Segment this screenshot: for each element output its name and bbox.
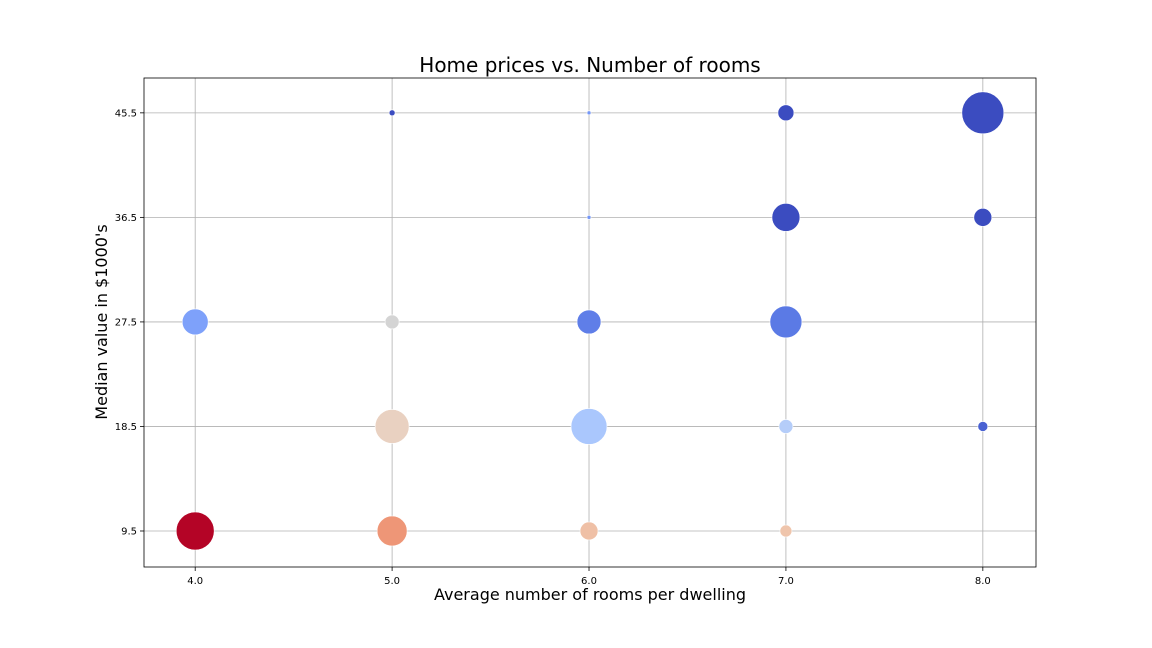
y-tick-label: 9.5 bbox=[121, 526, 137, 537]
y-axis-ticks: 9.5 18.5 27.5 36.5 45.5 bbox=[115, 108, 144, 537]
data-point bbox=[374, 409, 410, 444]
x-axis-ticks: 4.0 5.0 6.0 7.0 8.0 bbox=[187, 567, 991, 587]
x-tick-label: 7.0 bbox=[778, 576, 794, 587]
data-points bbox=[175, 91, 1005, 551]
data-point bbox=[973, 208, 993, 227]
y-tick-label: 18.5 bbox=[115, 422, 137, 433]
data-point bbox=[579, 521, 599, 541]
y-tick-label: 45.5 bbox=[115, 108, 137, 119]
x-tick-label: 5.0 bbox=[384, 576, 400, 587]
y-tick-label: 27.5 bbox=[115, 317, 137, 328]
x-tick-label: 6.0 bbox=[581, 576, 597, 587]
y-axis-label: Median value in $1000's bbox=[92, 224, 111, 419]
data-point bbox=[388, 109, 396, 117]
data-point bbox=[376, 515, 408, 547]
data-point bbox=[779, 524, 793, 538]
data-point bbox=[961, 91, 1005, 135]
data-point bbox=[384, 314, 400, 330]
x-tick-label: 8.0 bbox=[975, 576, 991, 587]
y-tick-label: 36.5 bbox=[115, 213, 137, 224]
chart-title: Home prices vs. Number of rooms bbox=[419, 53, 760, 77]
data-point bbox=[576, 309, 602, 335]
x-axis-label: Average number of rooms per dwelling bbox=[434, 585, 746, 604]
data-point bbox=[778, 419, 794, 434]
data-point bbox=[977, 421, 989, 432]
data-point bbox=[586, 110, 592, 116]
data-point bbox=[769, 305, 803, 339]
x-tick-label: 4.0 bbox=[187, 576, 203, 587]
data-point bbox=[570, 408, 608, 445]
data-point bbox=[181, 308, 209, 336]
data-point bbox=[586, 215, 592, 220]
data-point bbox=[175, 511, 215, 551]
plot-frame bbox=[143, 77, 1037, 568]
data-point bbox=[771, 203, 801, 232]
data-point bbox=[777, 104, 795, 122]
